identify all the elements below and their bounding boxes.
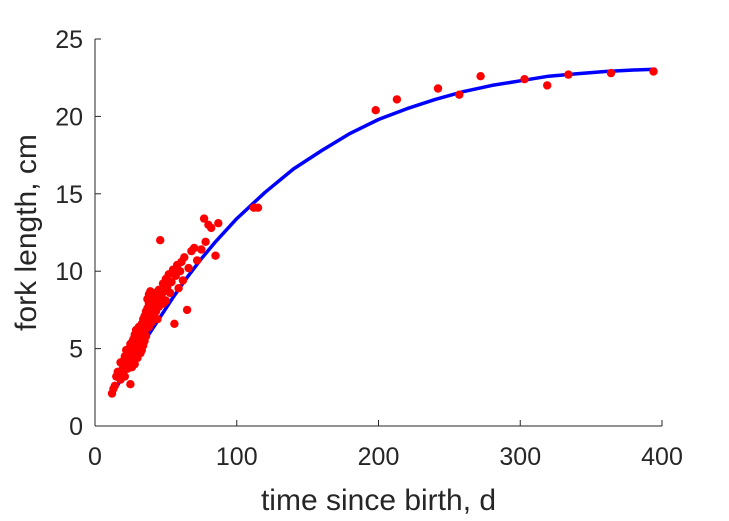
y-ticks: 0 5 10 15 20 25: [55, 26, 101, 441]
data-point: [141, 332, 151, 341]
data-point: [201, 237, 210, 246]
data-point: [153, 315, 162, 324]
x-tick-label: 200: [358, 443, 400, 471]
data-point: [165, 288, 175, 298]
data-point: [433, 84, 443, 93]
data-point: [197, 245, 206, 254]
data-point: [110, 381, 120, 390]
data-point: [476, 72, 485, 81]
y-tick-label: 10: [55, 258, 83, 286]
data-point: [178, 276, 188, 285]
x-tick-label: 400: [641, 443, 683, 471]
y-tick-label: 0: [69, 413, 83, 441]
data-point: [543, 81, 552, 90]
data-point: [455, 90, 464, 99]
data-point: [167, 277, 176, 287]
data-point: [170, 319, 179, 328]
data-point: [253, 203, 263, 212]
data-point: [649, 67, 658, 76]
data-point: [175, 267, 185, 276]
x-axis-label: time since birth, d: [261, 484, 496, 517]
data-point: [180, 253, 189, 262]
y-axis-label: fork length, cm: [10, 134, 43, 331]
x-ticks: 0 100 200 300 400: [88, 420, 683, 471]
data-point: [192, 256, 202, 265]
data-point: [211, 251, 220, 260]
y-tick-label: 20: [55, 103, 83, 131]
data-point: [606, 68, 616, 78]
data-point: [392, 95, 402, 104]
data-point: [174, 284, 183, 293]
data-points: [107, 67, 658, 398]
data-point: [161, 296, 171, 305]
axes: [94, 39, 662, 427]
data-point: [520, 75, 529, 84]
x-tick-label: 300: [499, 443, 541, 471]
data-point: [120, 372, 129, 381]
y-tick-label: 15: [55, 181, 83, 209]
x-tick-label: 100: [216, 443, 258, 471]
data-point: [156, 236, 165, 245]
data-point: [182, 305, 192, 315]
data-point: [126, 380, 135, 389]
data-point: [214, 219, 223, 228]
data-point: [207, 223, 216, 233]
data-point: [199, 214, 209, 223]
y-tick-label: 25: [55, 26, 83, 54]
data-point: [371, 106, 380, 115]
y-tick-label: 5: [69, 336, 83, 364]
x-tick-label: 0: [88, 443, 102, 471]
data-point: [184, 263, 193, 273]
fit-curve: [114, 67, 657, 390]
data-point: [190, 243, 199, 253]
data-point: [564, 70, 573, 79]
